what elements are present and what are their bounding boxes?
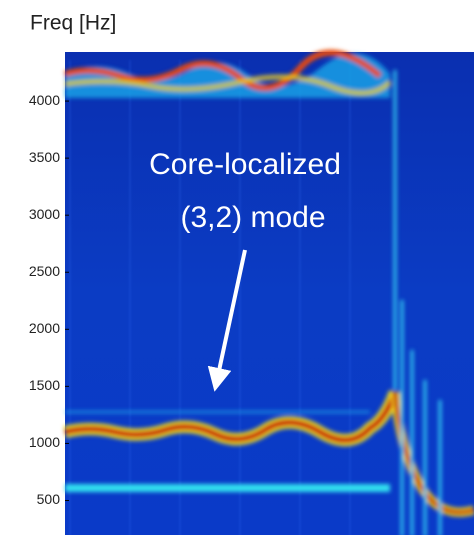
y-axis-label: Freq [Hz] (30, 12, 116, 35)
y-tick-label: 3000 (29, 206, 60, 222)
y-tick-label: 1000 (29, 434, 60, 450)
y-tick-label: 1500 (29, 377, 60, 393)
y-tick-label: 3500 (29, 149, 60, 165)
y-tick-label: 4000 (29, 92, 60, 108)
y-tick-label: 500 (37, 491, 61, 507)
annotation: (3,2) mode (180, 201, 325, 234)
annotation: Core-localized (149, 148, 341, 181)
y-tick-label: 2500 (29, 263, 60, 279)
y-tick-label: 2000 (29, 320, 60, 336)
annotation-arrow (207, 249, 247, 392)
spectrogram (63, 49, 474, 537)
